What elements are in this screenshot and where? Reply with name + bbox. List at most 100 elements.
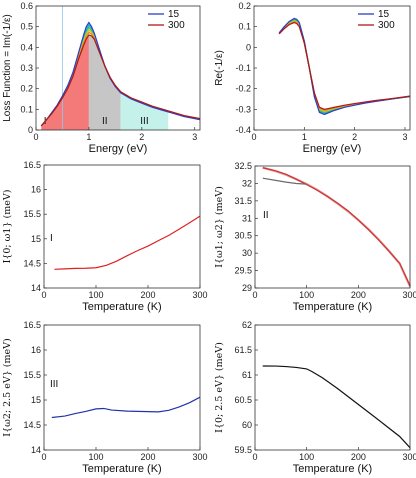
x-tick-label: 0 bbox=[33, 132, 38, 142]
y-tick-label: 0.1 bbox=[20, 104, 33, 114]
y-tick-label: 16.5 bbox=[23, 160, 41, 170]
y-tick-label: 0.2 bbox=[20, 84, 33, 94]
x-tick-label: 0 bbox=[251, 132, 256, 142]
x-tick-label: 100 bbox=[88, 452, 103, 462]
legend-label-15: 15 bbox=[168, 9, 180, 20]
intermediate-temperature-curve bbox=[278, 20, 411, 113]
x-tick-label: 0 bbox=[41, 452, 46, 462]
y-axis-label: I{ω1; ω2} (meV) bbox=[214, 186, 225, 268]
x-tick-label: 0 bbox=[41, 290, 46, 300]
x-axis-label: Energy (eV) bbox=[303, 143, 362, 155]
series-line bbox=[262, 177, 307, 185]
plot-frame bbox=[254, 324, 411, 451]
y-tick-label: 0 bbox=[246, 42, 251, 52]
x-axis-label: Temperature (K) bbox=[293, 301, 372, 313]
plot-frame bbox=[43, 164, 201, 289]
x-tick-label: 300 bbox=[192, 290, 207, 300]
x-tick-label: 300 bbox=[402, 290, 416, 300]
y-tick-label: 32 bbox=[242, 178, 252, 188]
y-tick-label: 14.5 bbox=[23, 258, 41, 268]
y-tick-label: 60.5 bbox=[234, 395, 252, 405]
panel-annotation: II bbox=[263, 210, 269, 221]
x-tick-label: 100 bbox=[299, 452, 314, 462]
y-tick-label: 30.5 bbox=[234, 231, 252, 241]
x-axis-label: Temperature (K) bbox=[82, 463, 161, 475]
region-label-II: II bbox=[102, 116, 108, 127]
y-tick-label: 61.5 bbox=[234, 345, 252, 355]
panel-f-total: 0 100 200 300 59.5 60 60.5 61 61.5 62 Temperature … bbox=[214, 320, 416, 475]
panel-annotation: III bbox=[50, 379, 58, 390]
panel-d-region-ii: 0 100 200 300 29 29.5 30 30.5 31 31.5 32 32.5 Temper… bbox=[214, 161, 416, 313]
region-I-fill bbox=[41, 34, 89, 130]
y-tick-label: 0.1 bbox=[238, 22, 251, 32]
y-tick-label: 15 bbox=[31, 234, 41, 244]
y-tick-label: 14 bbox=[31, 283, 41, 293]
x-tick-label: 100 bbox=[88, 290, 103, 300]
y-axis-label: I{0; 2.5 eV} (meV) bbox=[214, 342, 225, 433]
y-tick-label: -0.4 bbox=[235, 125, 251, 135]
y-tick-label: 29 bbox=[242, 283, 252, 293]
y-axis-label: I{ω2; 2.5 eV} (meV) bbox=[2, 338, 13, 436]
y-tick-label: 15.5 bbox=[23, 370, 41, 380]
y-tick-label: 16 bbox=[31, 185, 41, 195]
y-axis-label: I{0; ω1} (meV) bbox=[2, 190, 13, 264]
x-tick-label: 3 bbox=[402, 132, 407, 142]
region-III-fill bbox=[120, 91, 169, 130]
x-tick-label: 200 bbox=[351, 290, 366, 300]
y-tick-label: 0.3 bbox=[20, 63, 33, 73]
y-tick-label: 59.5 bbox=[234, 445, 252, 455]
series-line bbox=[54, 215, 201, 270]
series-line-15 bbox=[278, 17, 411, 116]
y-tick-label: 0.6 bbox=[20, 1, 33, 11]
x-axis-label: Energy (eV) bbox=[89, 143, 148, 155]
x-tick-label: 200 bbox=[140, 452, 155, 462]
x-tick-label: 1 bbox=[86, 132, 91, 142]
region-label-III: III bbox=[140, 116, 148, 127]
legend-label-300: 300 bbox=[168, 20, 185, 31]
x-tick-label: 300 bbox=[192, 452, 207, 462]
panel-e-region-iii: 0 100 200 300 14 14.5 15 15.5 16 16.5 Temperature … bbox=[2, 320, 208, 475]
series-line-300 bbox=[40, 34, 201, 127]
y-tick-label: 14.5 bbox=[23, 420, 41, 430]
x-tick-label: 300 bbox=[402, 452, 416, 462]
series-line-15 bbox=[40, 21, 201, 127]
y-tick-label: -0.3 bbox=[235, 104, 251, 114]
fit-curve bbox=[262, 166, 412, 287]
series-line bbox=[262, 167, 411, 287]
x-axis-label: Temperature (K) bbox=[82, 301, 161, 313]
x-axis-label: Temperature (K) bbox=[293, 463, 372, 475]
y-tick-label: 30 bbox=[242, 248, 252, 258]
y-tick-label: 16 bbox=[31, 345, 41, 355]
y-tick-label: -0.2 bbox=[235, 84, 251, 94]
x-tick-label: 0 bbox=[252, 290, 257, 300]
y-tick-label: 31 bbox=[242, 213, 252, 223]
y-axis-label: Loss Function = Im(-1/ε) bbox=[2, 14, 13, 122]
plot-frame bbox=[43, 324, 201, 451]
y-tick-label: 0.2 bbox=[238, 1, 251, 11]
y-tick-label: 0.5 bbox=[20, 22, 33, 32]
y-tick-label: 31.5 bbox=[234, 196, 252, 206]
region-II-fill bbox=[88, 34, 121, 130]
y-tick-label: 62 bbox=[242, 320, 252, 330]
x-tick-label: 3 bbox=[192, 132, 197, 142]
y-tick-label: 0.4 bbox=[20, 42, 33, 52]
y-tick-label: 16.5 bbox=[23, 320, 41, 330]
panel-annotation: I bbox=[50, 233, 53, 244]
y-tick-label: 61 bbox=[242, 370, 252, 380]
legend-label-15: 15 bbox=[378, 9, 390, 20]
x-tick-label: 100 bbox=[299, 290, 314, 300]
x-tick-label: 200 bbox=[351, 452, 366, 462]
y-tick-label: 29.5 bbox=[234, 266, 252, 276]
series-line bbox=[51, 396, 201, 419]
y-tick-label: 15.5 bbox=[23, 209, 41, 219]
plot-frame bbox=[254, 165, 411, 289]
y-tick-label: 15 bbox=[31, 395, 41, 405]
x-tick-label: 0 bbox=[252, 452, 257, 462]
panel-b-re-inverse-epsilon: 0 1 2 3 -0.4 -0.3 -0.2 -0.1 0 0.1 0.2 Energy (eV) Re… bbox=[214, 1, 411, 155]
series-line bbox=[262, 365, 411, 449]
y-tick-label: -0.1 bbox=[235, 63, 251, 73]
y-tick-label: 32.5 bbox=[234, 161, 252, 171]
y-tick-label: 60 bbox=[242, 420, 252, 430]
